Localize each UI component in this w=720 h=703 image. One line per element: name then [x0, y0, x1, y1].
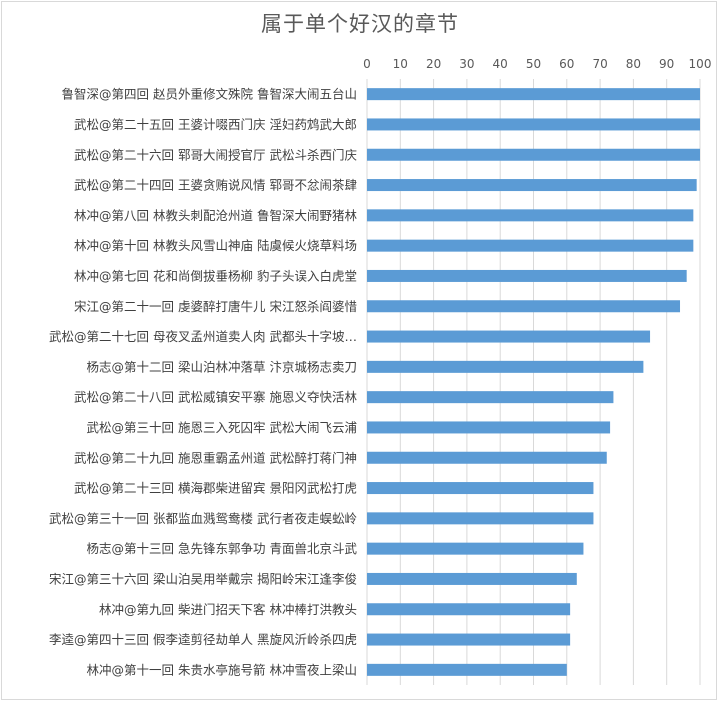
bar — [367, 391, 614, 404]
bar — [367, 633, 571, 646]
bar — [367, 269, 687, 282]
category-label: 宋江@第三十六回 梁山泊吴用举戴宗 揭阳岭宋江逢李俊 — [49, 571, 357, 586]
x-tick-label: 40 — [493, 57, 508, 71]
x-tick-label: 20 — [426, 57, 441, 71]
category-label: 武松@第二十五回 王婆计啜西门庆 淫妇药鸩武大郎 — [74, 117, 357, 132]
x-axis-ticks: 0 10 20 30 40 50 60 70 80 90 100 — [363, 57, 711, 71]
bar — [367, 542, 584, 555]
category-label: 杨志@第十二回 梁山泊林冲落草 汴京城杨志卖刀 — [87, 359, 357, 374]
category-label: 宋江@第二十一回 虔婆醉打唐牛儿 宋江怒杀阎婆惜 — [74, 299, 357, 314]
category-label: 武松@第二十四回 王婆贪贿说风情 郓哥不忿闹茶肆 — [74, 178, 357, 193]
bar — [367, 572, 577, 585]
category-label: 林冲@第九回 柴进门招天下客 林冲棒打洪教头 — [99, 602, 357, 617]
bar — [367, 179, 697, 192]
bar — [367, 239, 694, 252]
category-label: 武松@第三十回 施恩三入死囚牢 武松大闹飞云浦 — [87, 420, 357, 435]
bar — [367, 330, 651, 343]
bars — [367, 88, 700, 676]
x-tick-label: 30 — [459, 57, 474, 71]
bar — [367, 603, 571, 616]
bar — [367, 482, 594, 495]
bar — [367, 118, 700, 131]
chart-title: 属于单个好汉的章节 — [261, 12, 459, 36]
x-tick-label: 80 — [626, 57, 641, 71]
x-tick-label: 50 — [526, 57, 541, 71]
bar — [367, 421, 611, 434]
x-tick-label: 70 — [592, 57, 607, 71]
category-label: 武松@第二十七回 母夜叉孟州道卖人肉 武都头十字坡… — [49, 329, 357, 344]
bar — [367, 451, 607, 464]
bar — [367, 148, 700, 161]
bar — [367, 663, 567, 676]
category-label: 武松@第三十一回 张都监血溅鸳鸯楼 武行者夜走蜈蚣岭 — [49, 511, 357, 526]
category-label: 李逵@第四十三回 假李逵剪径劫单人 黑旋风沂岭杀四虎 — [49, 632, 357, 647]
category-label: 林冲@第八回 林教头刺配沧州道 鲁智深大闹野猪林 — [74, 208, 357, 223]
bar — [367, 360, 644, 373]
x-tick-label: 10 — [393, 57, 408, 71]
x-tick-label: 100 — [689, 57, 712, 71]
x-tick-label: 0 — [363, 57, 371, 71]
bar — [367, 88, 700, 101]
category-label: 武松@第二十三回 横海郡柴进留宾 景阳冈武松打虎 — [74, 481, 357, 496]
bar — [367, 512, 594, 525]
category-label: 武松@第二十九回 施恩重霸孟州道 武松醉打蒋门神 — [74, 450, 357, 465]
category-label: 林冲@第十回 林教头风雪山神庙 陆虞候火烧草料场 — [74, 238, 357, 253]
gridlines — [366, 79, 701, 685]
category-label: 杨志@第十三回 急先锋东郭争功 青面兽北京斗武 — [87, 541, 358, 556]
category-label: 武松@第二十八回 武松威镇安平寨 施恩义夺快活林 — [74, 390, 357, 405]
x-tick-label: 90 — [659, 57, 674, 71]
category-label: 武松@第二十六回 郓哥大闹授官厅 武松斗杀西门庆 — [74, 147, 357, 162]
bar — [367, 209, 694, 222]
bar — [367, 300, 681, 313]
x-tick-label: 60 — [559, 57, 574, 71]
category-label: 林冲@第七回 花和尚倒拔垂杨柳 豹子头误入白虎堂 — [74, 268, 357, 283]
category-label: 林冲@第十一回 朱贵水亭施号箭 林冲雪夜上梁山 — [87, 662, 357, 677]
category-label: 鲁智深@第四回 赵员外重修文殊院 鲁智深大闹五台山 — [62, 87, 357, 102]
